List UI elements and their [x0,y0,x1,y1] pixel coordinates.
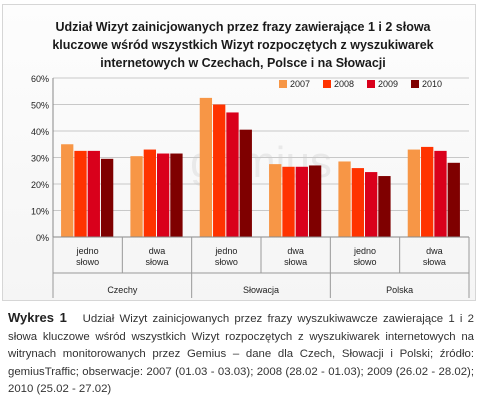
legend-label: 2007 [290,79,310,89]
figure-caption: Wykres 1 Udział Wizyt zainicjowanych prz… [8,309,474,399]
bar-2007 [61,144,74,237]
bar-2009 [157,153,170,237]
y-tick-label: 40% [31,127,49,137]
bar-2007 [338,161,351,237]
bar-2010 [239,129,252,237]
x-tick-label: dwa [149,246,166,256]
bar-2010 [378,176,391,237]
x-tick-label: słowo [353,257,376,267]
x-tick-label: jedno [214,246,237,256]
caption-label: Wykres 1 [8,310,67,325]
chart-title: Udział Wizyt zainicjowanych przez frazy … [43,18,443,72]
x-tick-label: słowa [284,257,307,267]
bar-2007 [199,97,213,237]
legend-label: 2010 [422,79,442,89]
bar-2010 [308,165,322,237]
caption-text: Udział Wizyt zainicjowanych przez frazy … [8,313,474,395]
bar-2008 [143,149,156,237]
x-tick-label: dwa [426,246,443,256]
y-tick-label: 30% [31,154,49,164]
bar-2008 [74,150,87,237]
legend-label: 2008 [334,79,354,89]
chart-title-line-1: Udział Wizyt zainicjowanych przez frazy … [55,20,431,34]
bar-2009 [365,172,378,237]
x-tick-label: jedno [353,246,376,256]
y-tick-label: 10% [31,207,49,217]
y-tick-label: 50% [31,101,49,111]
x-tick-label: słowa [145,257,168,267]
bar-2007 [407,149,421,237]
x-tick-label: jedno [76,246,99,256]
bar-2009 [87,150,100,237]
x-tick-label: słowa [423,257,446,267]
bar-2009 [226,112,239,237]
bar-2008 [213,104,226,237]
chart-title-line-3: internetowych w Czechach, Polsce i na Sł… [100,56,386,70]
group-label: Polska [386,285,413,295]
bar-chart: gemius0%10%20%30%40%50%60%jednosłowodwas… [31,74,470,298]
legend-swatch-2010 [411,80,419,88]
bar-2008 [282,166,295,237]
x-tick-label: słowo [76,257,99,267]
chart-title-line-2: kluczowe wśród wszystkich Wizyt rozpoczę… [52,38,434,52]
x-tick-label: dwa [287,246,304,256]
bar-2008 [351,168,364,237]
legend-swatch-2009 [367,80,375,88]
legend-label: 2009 [378,79,398,89]
bar-2010 [100,158,114,237]
group-label: Słowacja [243,285,279,295]
group-label: Czechy [107,285,138,295]
bar-2007 [269,164,282,237]
legend-swatch-2008 [323,80,331,88]
y-tick-label: 0% [36,233,49,243]
bar-2009 [434,150,447,237]
bar-2009 [295,166,308,237]
y-tick-label: 20% [31,180,49,190]
bar-2010 [170,153,183,237]
bar-2007 [130,156,143,237]
bar-2010 [447,162,460,237]
y-tick-label: 60% [31,74,49,84]
chart-frame: Udział Wizyt zainicjowanych przez frazy … [2,4,476,301]
x-tick-label: słowo [215,257,238,267]
bar-2008 [421,146,434,237]
legend-swatch-2007 [279,80,287,88]
